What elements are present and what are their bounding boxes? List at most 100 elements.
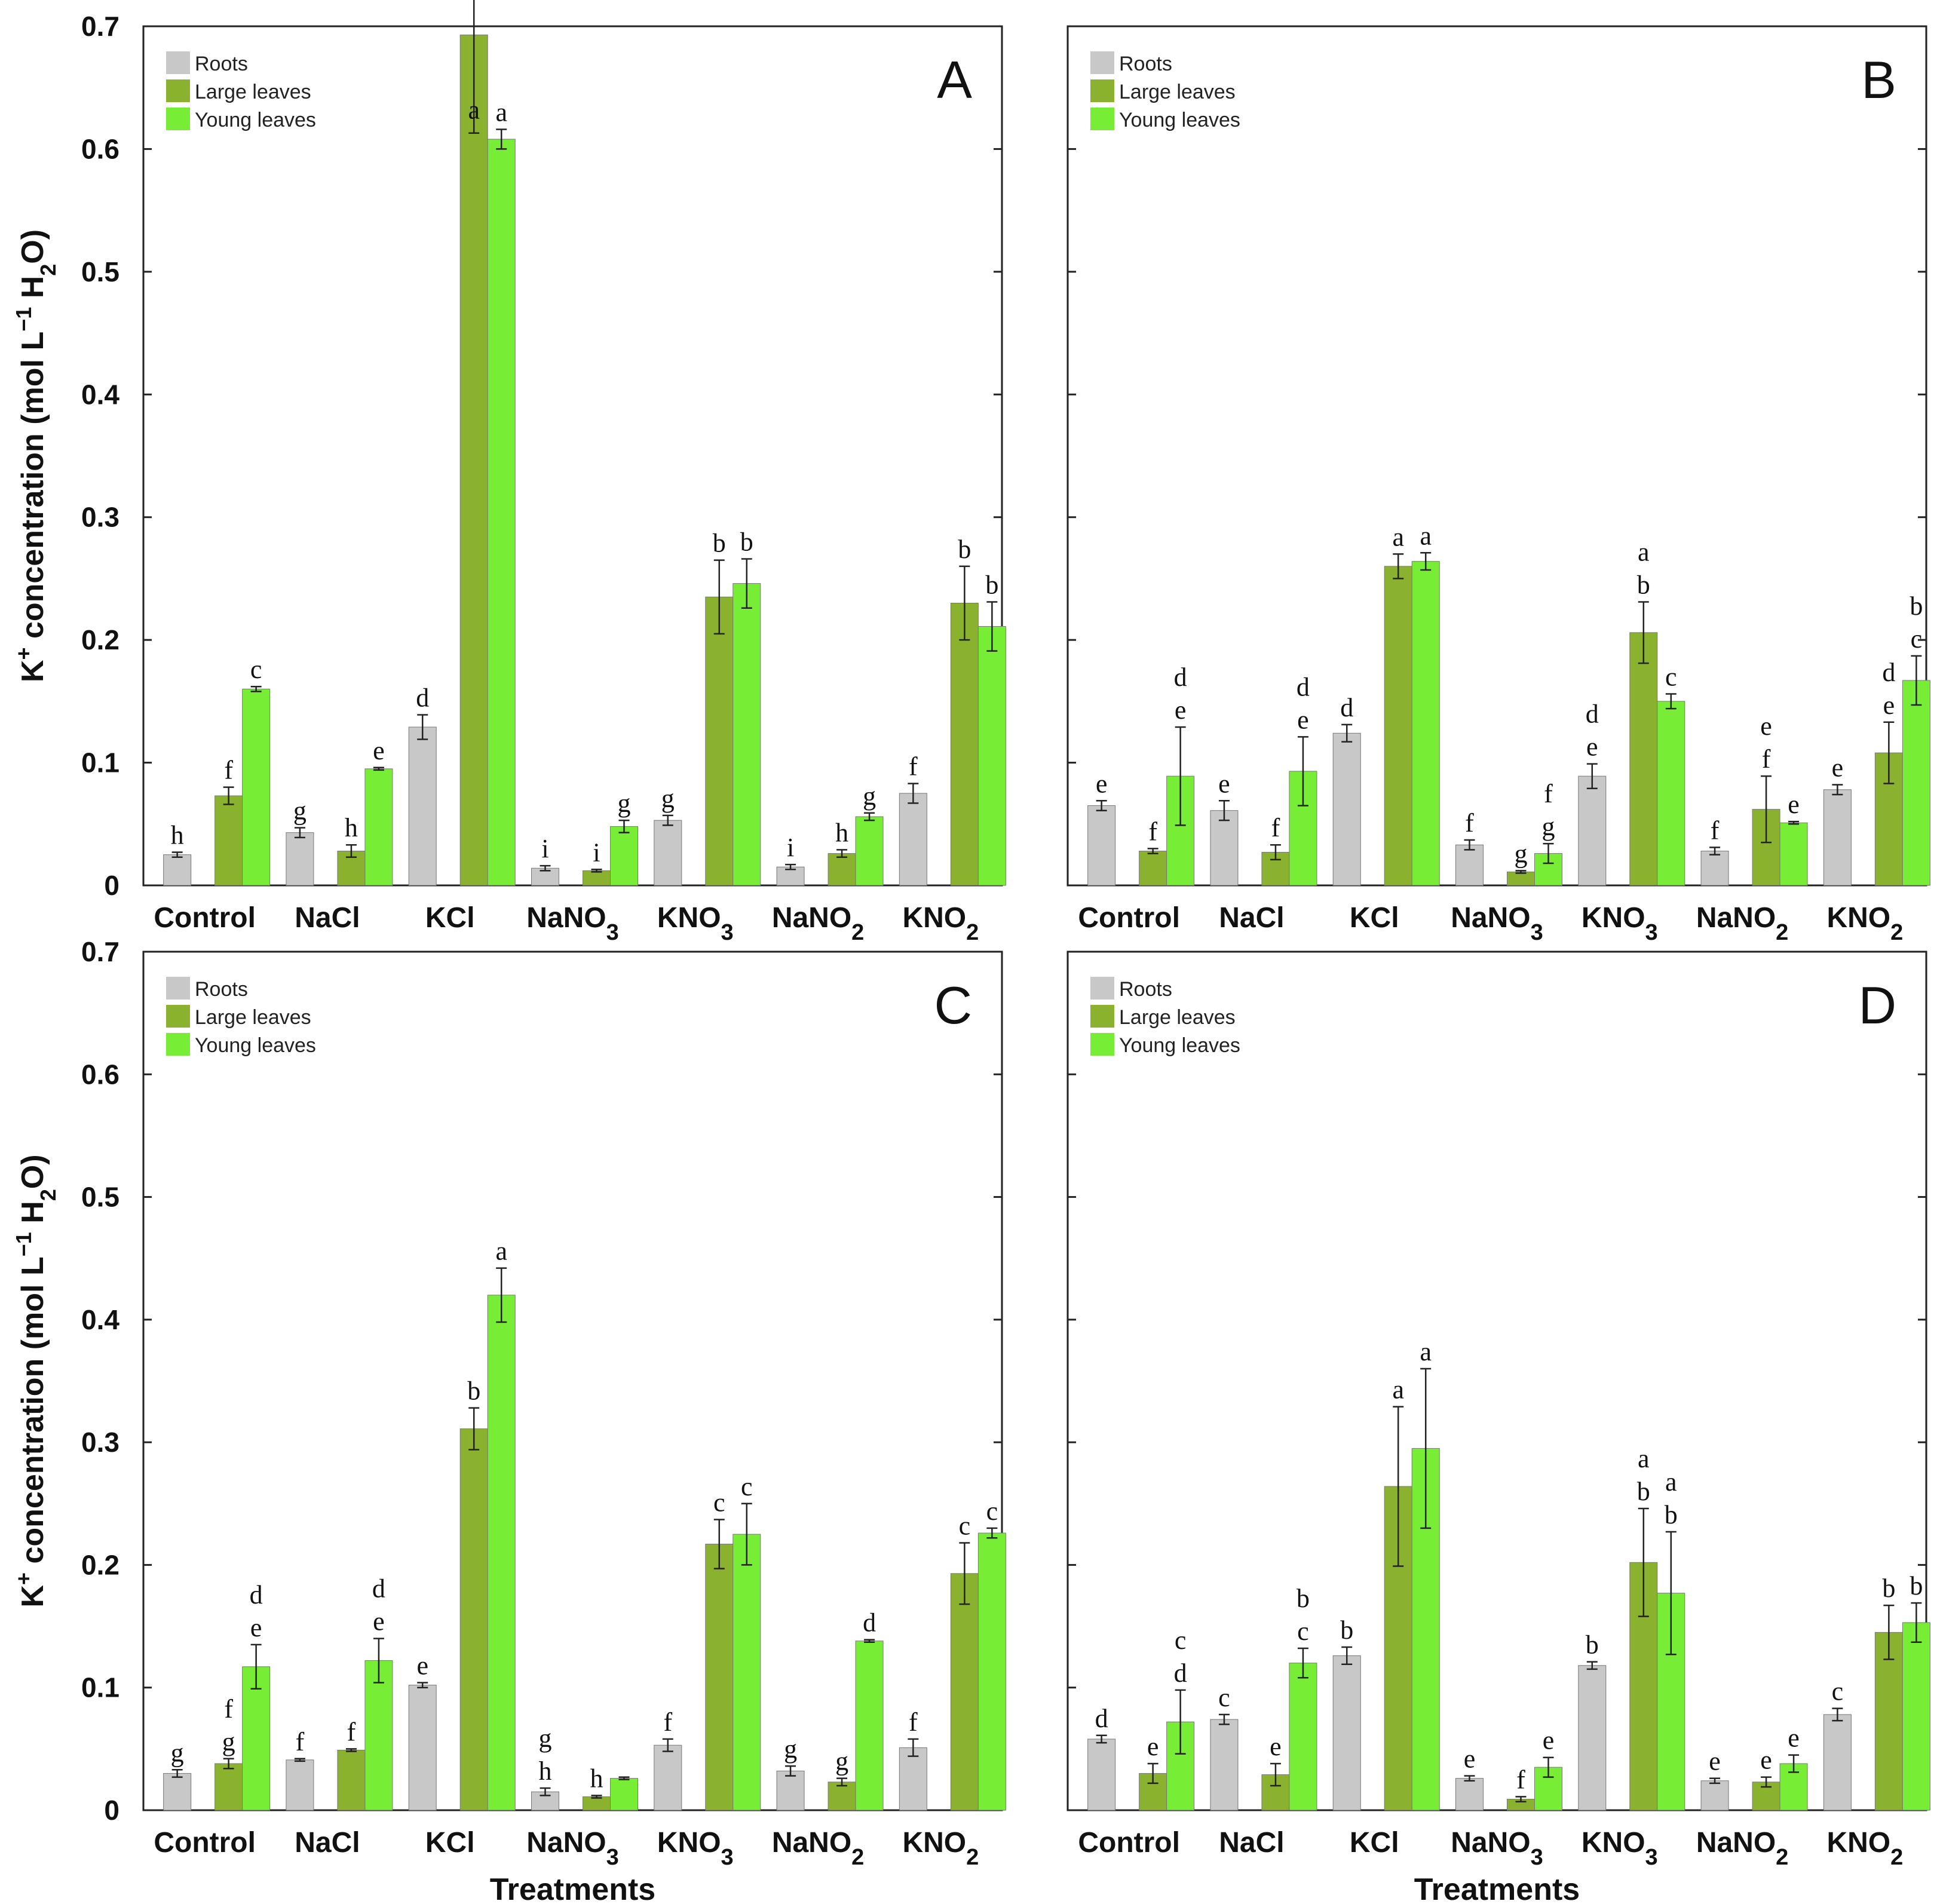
bar [1874, 752, 1903, 886]
bar [776, 1770, 805, 1811]
bar [1289, 1663, 1317, 1811]
bar [950, 603, 979, 886]
significance-letter: c [250, 655, 262, 684]
bar [408, 726, 437, 886]
significance-letter: e [1175, 695, 1187, 725]
significance-letter: e [1586, 732, 1598, 762]
y-tick-label: 0.4 [81, 379, 119, 410]
bar [242, 688, 271, 886]
significance-letter: c [741, 1472, 753, 1501]
significance-letter: g [835, 1747, 848, 1776]
significance-letter: b [1586, 1630, 1599, 1660]
x-tick-label: Control [1078, 1827, 1180, 1859]
significance-letter: d [1882, 658, 1895, 687]
y-tick-label: 0.3 [81, 1427, 119, 1458]
bar [242, 1666, 271, 1811]
x-tick-label: KNO2 [1826, 1827, 1903, 1870]
x-axis-title: Treatments [490, 1872, 655, 1904]
significance-letter: i [593, 838, 600, 867]
x-tick-label: NaNO3 [526, 902, 619, 945]
bar [899, 793, 927, 886]
significance-letter: c [1665, 663, 1677, 692]
significance-letter: d [1297, 672, 1310, 701]
legend: Roots Large leaves Young leaves [166, 977, 316, 1057]
significance-letter: d [250, 1580, 263, 1609]
significance-letter: b [713, 529, 726, 558]
bar [1902, 1622, 1930, 1811]
significance-letter: c [986, 1497, 998, 1526]
significance-letter: e [1270, 1732, 1282, 1761]
significance-letter: e [1788, 790, 1800, 819]
bar [1384, 566, 1412, 886]
x-tick-label: KNO3 [1582, 1827, 1658, 1870]
significance-letter: h [835, 818, 848, 847]
bar [828, 1782, 856, 1811]
significance-letter: e [1788, 1724, 1800, 1753]
legend-entry: Large leaves [1119, 1006, 1236, 1029]
x-tick-label: NaNO2 [772, 902, 865, 945]
significance-letter: g [784, 1734, 797, 1764]
significance-letter: e [1464, 1744, 1476, 1774]
significance-letter: e [373, 736, 385, 765]
legend-entry: Young leaves [195, 109, 316, 131]
panel-frame [142, 25, 1003, 887]
significance-letter: g [293, 796, 307, 825]
y-tick-label: 0.1 [81, 1672, 119, 1703]
panel-label: C [934, 976, 972, 1035]
x-tick-label: KCl [425, 1827, 475, 1859]
x-tick-label: KNO2 [902, 902, 979, 945]
significance-letter: d [1174, 1658, 1187, 1688]
bar [899, 1747, 927, 1811]
bar [1087, 805, 1116, 886]
y-tick-label: 0.2 [81, 624, 119, 655]
x-tick-label: NaNO3 [526, 1827, 619, 1870]
bar [286, 832, 314, 886]
bar [487, 1295, 516, 1811]
legend-swatch [166, 1033, 190, 1056]
bar [1210, 1719, 1239, 1811]
bar [1455, 844, 1484, 886]
significance-letter: d [1586, 700, 1599, 729]
significance-letter: f [1148, 817, 1157, 846]
significance-letter: d [1340, 693, 1353, 722]
x-tick-label: Control [1078, 902, 1180, 934]
significance-letter: e [1883, 691, 1895, 720]
x-tick-label: NaNO3 [1451, 1827, 1543, 1870]
panel-label: B [1861, 50, 1896, 109]
bar [705, 1544, 734, 1811]
bar [214, 795, 243, 886]
bar [163, 854, 192, 886]
x-tick-label: NaNO2 [1696, 1827, 1789, 1870]
significance-letter: h [590, 1764, 603, 1793]
y-tick-label: 0.3 [81, 502, 119, 533]
significance-letter: a [1392, 522, 1404, 551]
y-tick-label: 0.5 [81, 256, 119, 287]
significance-letter: f [1271, 813, 1280, 842]
significance-letter: g [1515, 839, 1528, 868]
x-tick-label: NaNO2 [772, 1827, 865, 1870]
significance-letter: g [539, 1724, 552, 1753]
significance-letter: b [1297, 1584, 1310, 1613]
bar [1823, 789, 1852, 886]
significance-letter: d [416, 683, 429, 712]
legend-swatch [1090, 1005, 1114, 1028]
bar [163, 1773, 192, 1811]
y-tick-label: 0.6 [81, 133, 119, 164]
significance-letter: h [345, 813, 358, 842]
bar [610, 1778, 638, 1811]
bar [1332, 1655, 1361, 1811]
panel-frame [142, 951, 1003, 1811]
significance-letter: b [467, 1376, 480, 1406]
bar [733, 1534, 761, 1811]
x-tick-label: NaNO2 [1696, 902, 1789, 945]
x-tick-label: KNO3 [657, 1827, 734, 1870]
bar [855, 816, 884, 886]
bar [1087, 1739, 1116, 1811]
bar [583, 870, 611, 886]
significance-letter: f [224, 1694, 233, 1724]
bar [855, 1641, 884, 1811]
significance-letter: f [1465, 808, 1474, 838]
bar [1411, 561, 1440, 886]
significance-letter: g [222, 1727, 235, 1756]
